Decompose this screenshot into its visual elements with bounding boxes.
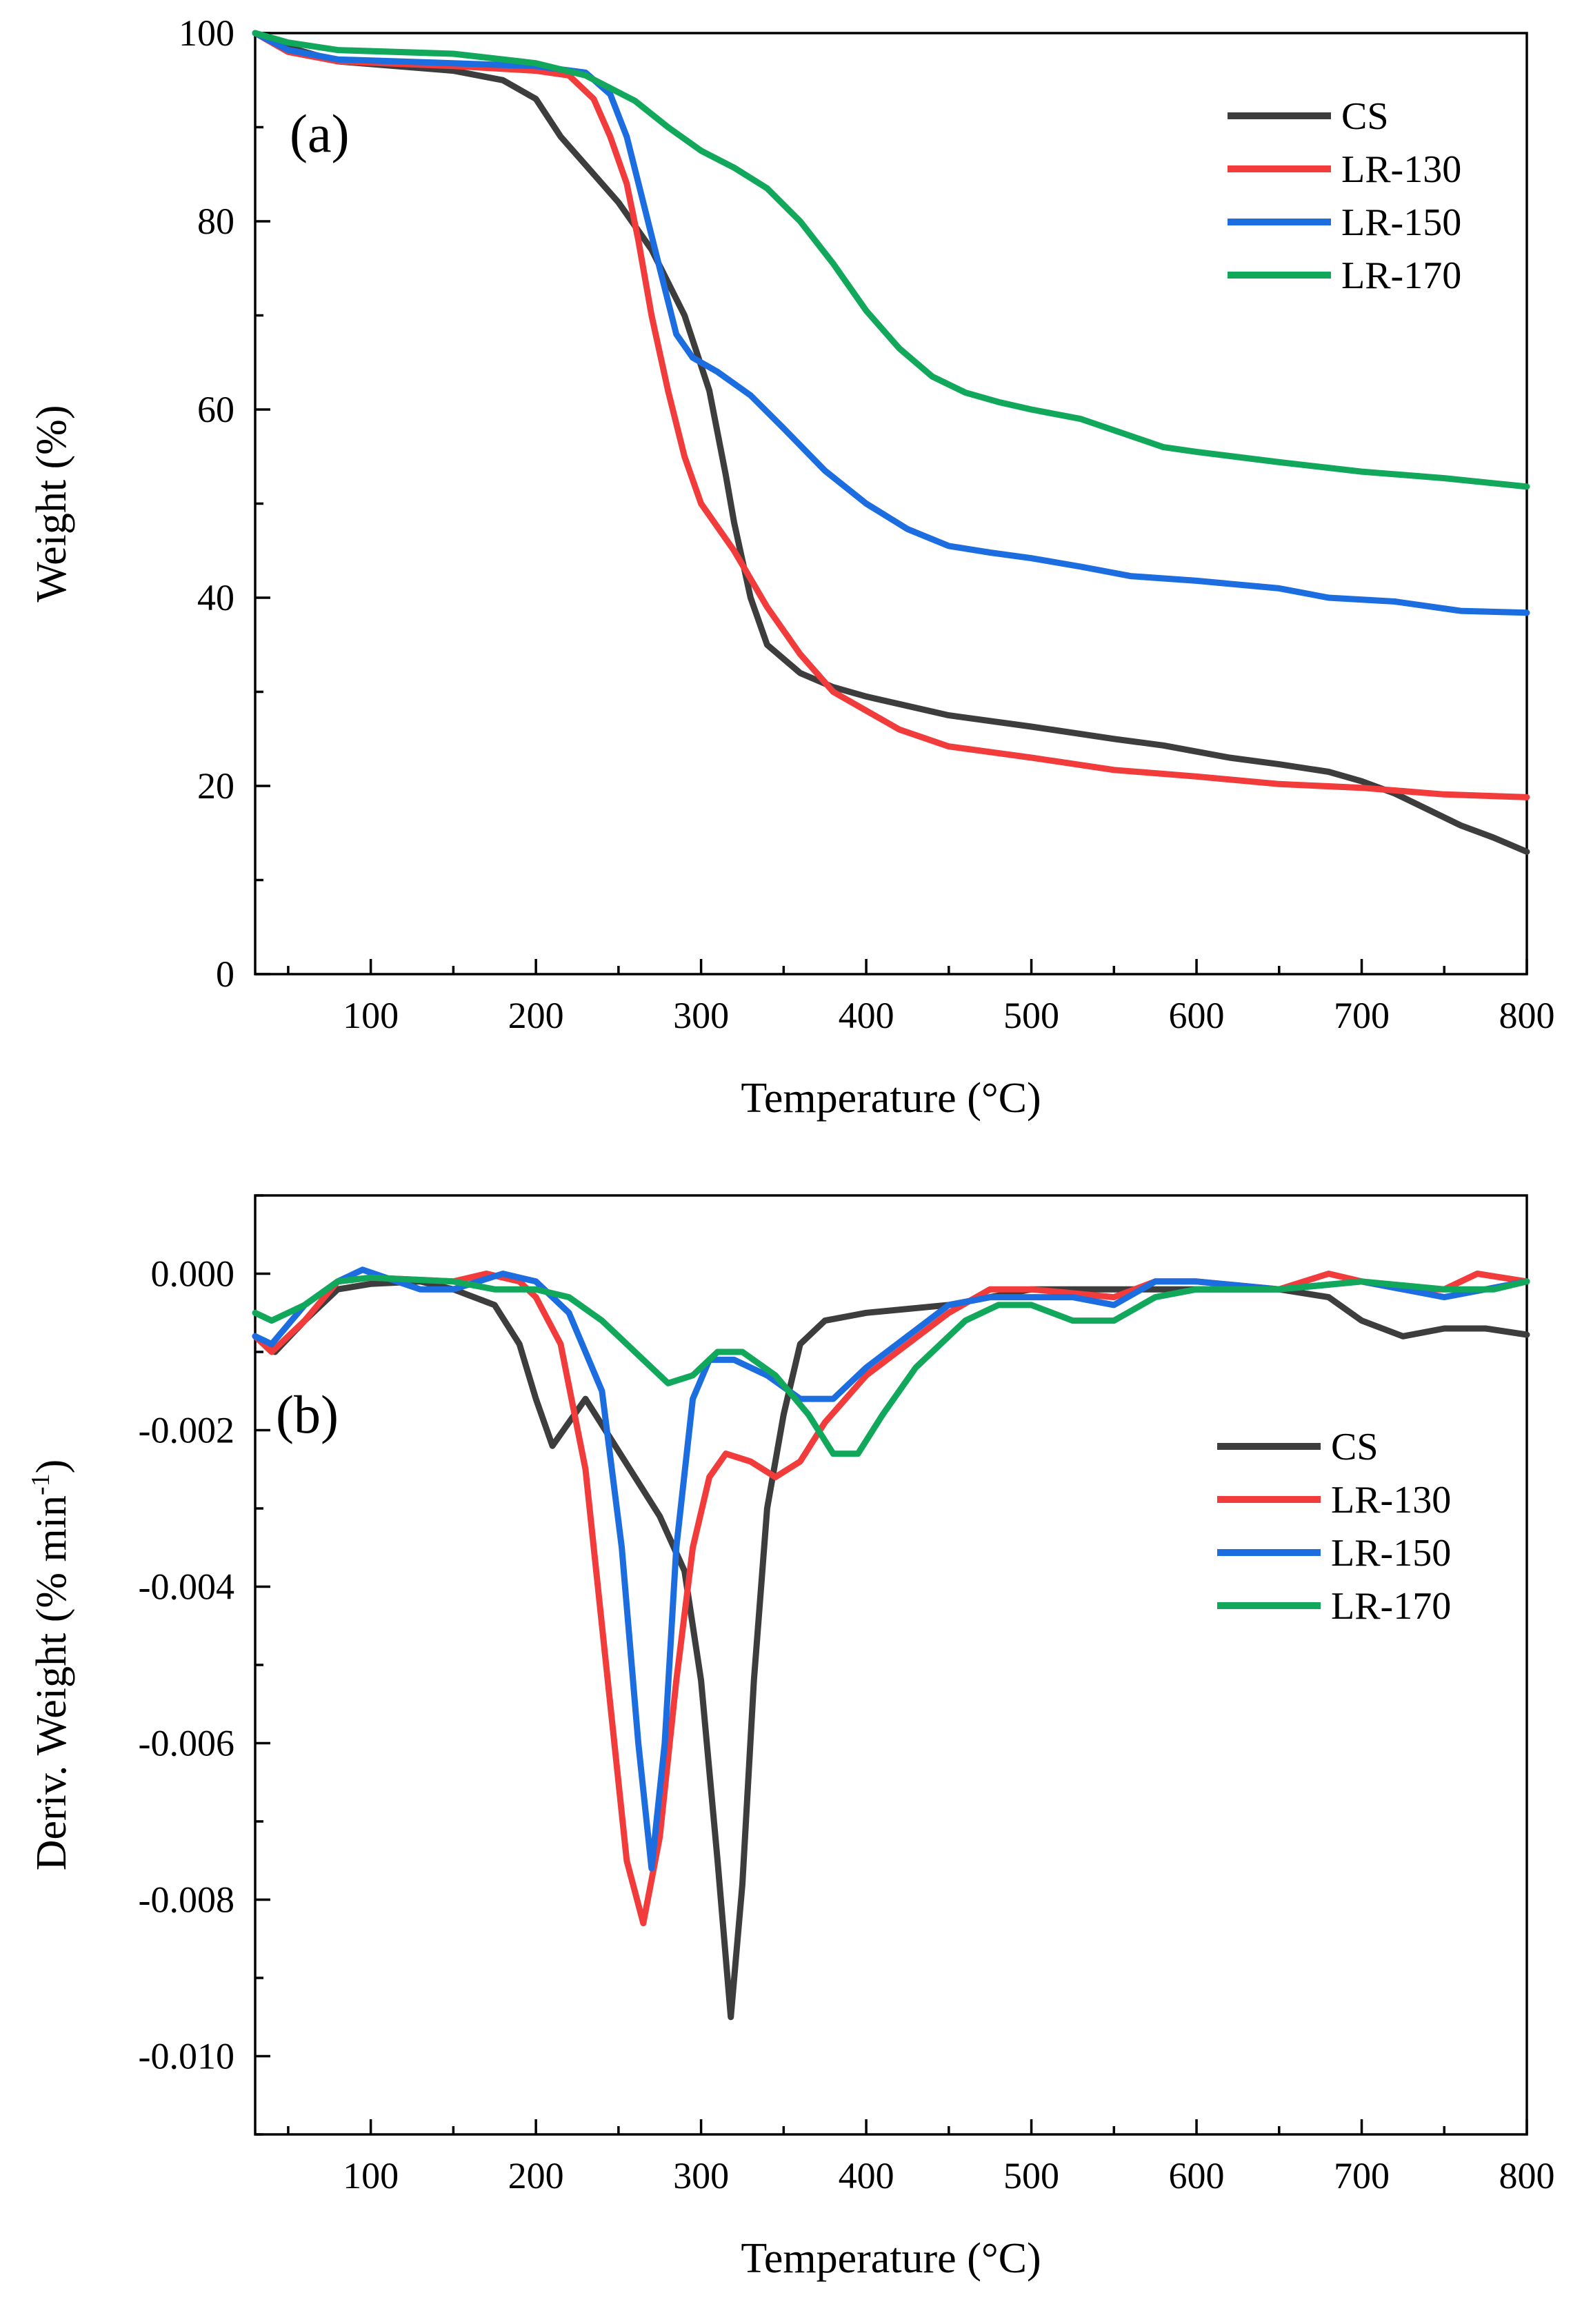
y-tick-label: 60 [197, 389, 234, 430]
x-tick-label: 300 [673, 995, 729, 1036]
x-tick-label: 500 [1003, 2155, 1059, 2196]
x-tick-label: 600 [1169, 995, 1225, 1036]
legend-label: LR-170 [1341, 254, 1461, 297]
y-tick-label: 20 [197, 765, 234, 807]
x-tick-label: 600 [1169, 2155, 1225, 2196]
y-axis-title-main: Deriv. Weight (% min [28, 1495, 75, 1870]
x-tick-label: 800 [1499, 2155, 1555, 2196]
chart-b-derivative-weight: 100 200 300 400 500 600 700 800 0.000 -0.002 -0.00… [26, 1194, 1555, 2282]
y-axis-title-suffix: ) [28, 1459, 75, 1474]
x-tick-label: 800 [1499, 995, 1555, 1036]
x-axis-title: Temperature (°C) [741, 1075, 1041, 1122]
legend-label: LR-150 [1331, 1532, 1451, 1575]
y-axis-title: Deriv. Weight (% min-1) [26, 1459, 75, 1871]
chart-a-weight: 100 200 300 400 500 600 700 800 0 20 40 60 80 100 CS LR… [28, 12, 1555, 1122]
x-tick-label: 700 [1334, 995, 1390, 1036]
series-line-lr-150 [252, 1266, 1530, 1872]
y-axis-title-superscript: -1 [26, 1473, 55, 1495]
y-tick-label: 40 [197, 577, 234, 618]
plot-frame [254, 32, 1528, 976]
series-line-cs [252, 30, 1530, 855]
series-line-lr-130 [252, 30, 1530, 800]
y-axis-title-main: Weight (%) [28, 405, 75, 603]
x-tick-label: 500 [1003, 995, 1059, 1036]
y-tick-label: -0.010 [139, 2036, 234, 2077]
x-axis-title: Temperature (°C) [741, 2235, 1041, 2282]
legend-label: LR-150 [1341, 201, 1461, 244]
legend-label: LR-130 [1331, 1479, 1451, 1522]
x-tick-label: 200 [508, 2155, 564, 2196]
legend-label: CS [1341, 95, 1389, 138]
y-tick-label: -0.002 [139, 1410, 234, 1451]
plot-frame [254, 1194, 1528, 2136]
panel-label: (b) [276, 1384, 339, 1444]
series-line-lr-170 [252, 1274, 1530, 1457]
panel-label: (a) [290, 103, 350, 163]
series-line-lr-170 [252, 30, 1530, 490]
y-tick-label: 80 [197, 201, 234, 242]
x-tick-label: 700 [1334, 2155, 1390, 2196]
x-tick-label: 100 [343, 2155, 399, 2196]
y-tick-label: -0.006 [139, 1723, 234, 1764]
legend-label: CS [1331, 1426, 1379, 1468]
y-tick-label: -0.008 [139, 1879, 234, 1921]
y-tick-label: -0.004 [139, 1566, 234, 1608]
x-tick-label: 400 [839, 995, 894, 1036]
legend-label: LR-130 [1341, 148, 1461, 191]
y-tick-label: 0 [216, 953, 234, 995]
y-axis-title: Weight (%) [28, 405, 75, 603]
legend-label: LR-170 [1331, 1585, 1451, 1628]
x-tick-label: 200 [508, 995, 564, 1036]
series-line-cs [252, 1278, 1530, 2021]
x-tick-label: 400 [839, 2155, 894, 2196]
y-tick-label: 0.000 [151, 1253, 235, 1295]
y-tick-label: 100 [179, 12, 234, 54]
series-line-lr-150 [252, 30, 1530, 616]
x-tick-label: 300 [673, 2155, 729, 2196]
x-tick-label: 100 [343, 995, 399, 1036]
